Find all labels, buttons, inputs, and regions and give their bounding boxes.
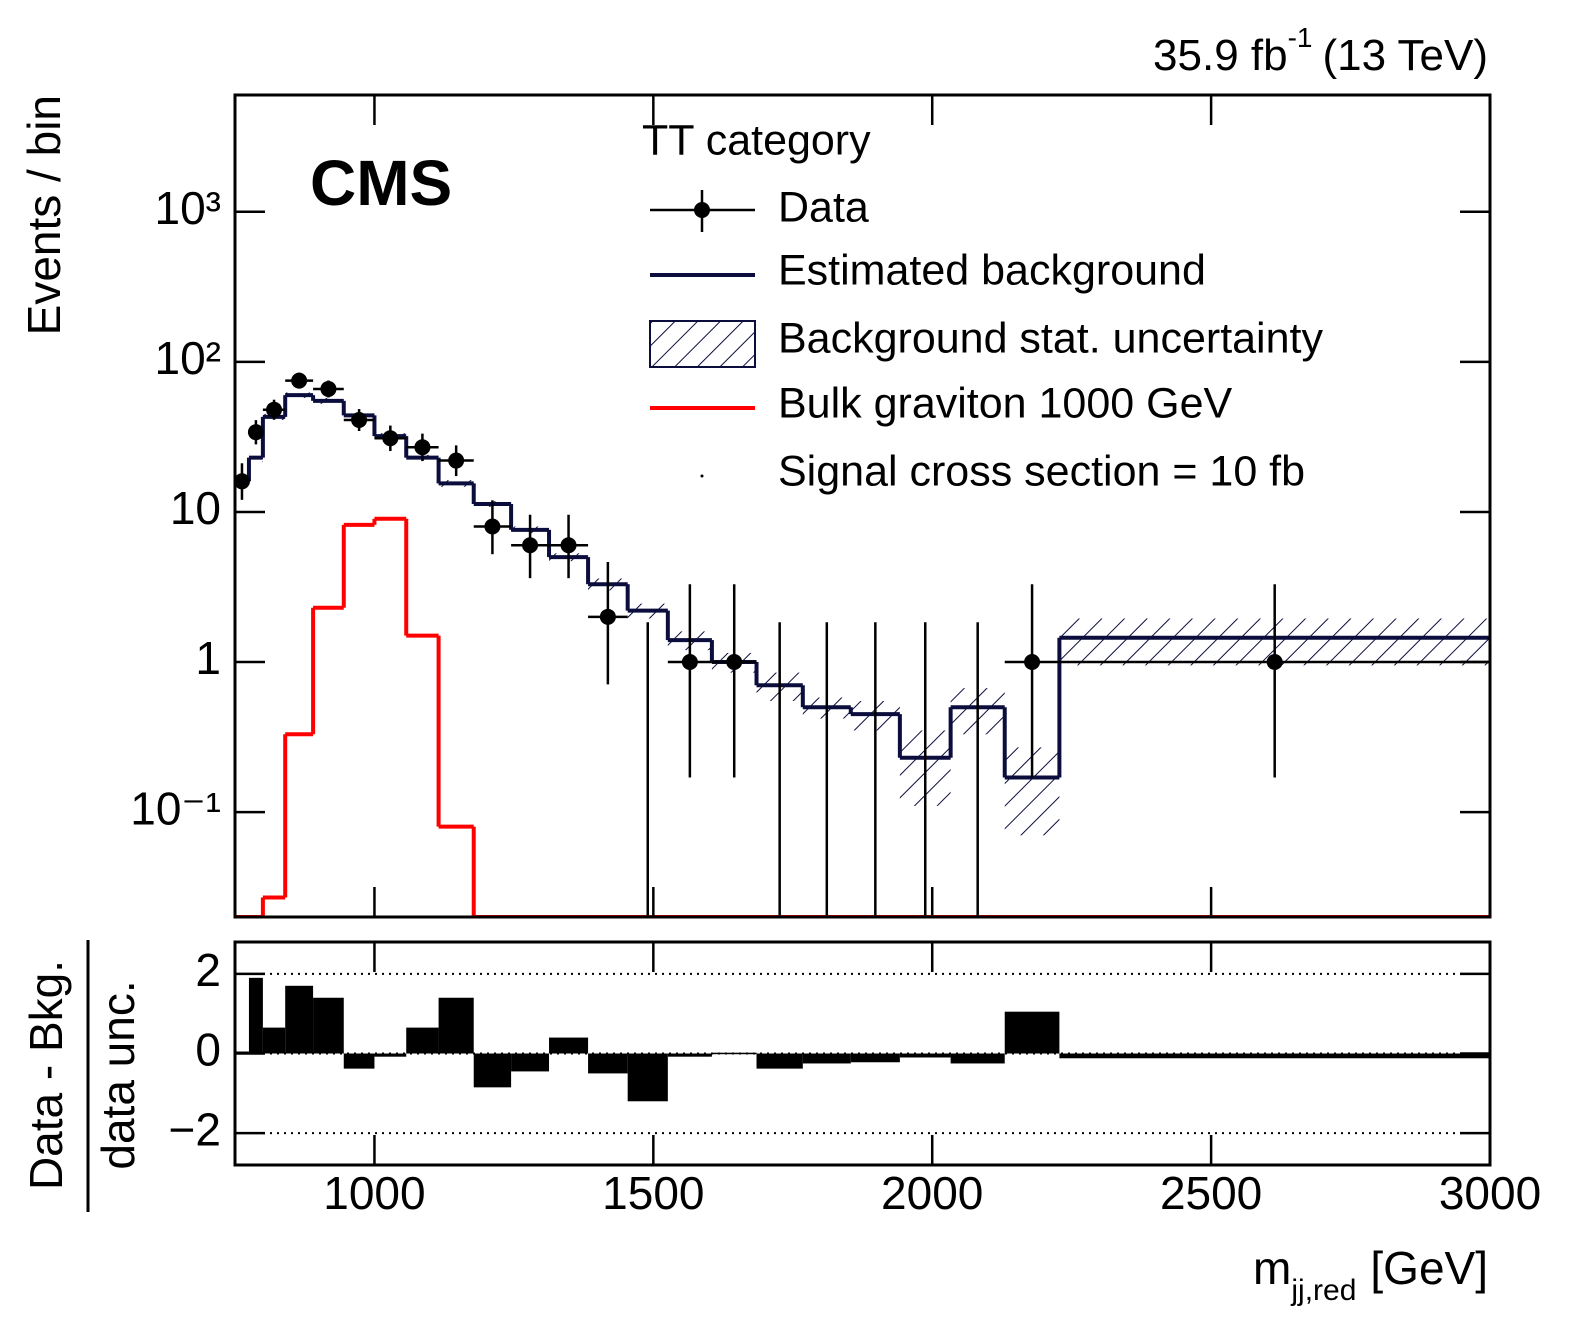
x-tick-label: 1500 — [602, 1167, 704, 1219]
legend-label: Bulk graviton 1000 GeV — [778, 379, 1232, 427]
bar — [374, 1053, 407, 1057]
y-tick-label: 10³ — [155, 182, 221, 234]
x-tick-label: 3000 — [1439, 1167, 1541, 1219]
bar — [756, 1053, 803, 1069]
y-tick-label: 10² — [155, 332, 221, 384]
legend-marker — [700, 474, 704, 478]
bar — [473, 1053, 512, 1088]
bar — [1004, 1011, 1060, 1054]
data-point — [1266, 654, 1283, 671]
data-point — [448, 452, 465, 469]
ratio-label-top: Data - Bkg. — [20, 960, 72, 1190]
data-point — [247, 424, 264, 441]
data-point — [291, 372, 308, 389]
cms-label: CMS — [310, 147, 452, 219]
y-tick-label: 10⁻¹ — [130, 782, 221, 834]
x-tick-label: 2500 — [1160, 1167, 1262, 1219]
y-tick-label: −2 — [169, 1103, 221, 1155]
bar — [343, 1053, 375, 1069]
lumi: 35.9 fb — [1153, 31, 1288, 80]
data-point — [320, 380, 337, 397]
data-point — [414, 439, 431, 456]
legend-label: Data — [778, 183, 869, 231]
bar — [262, 1027, 286, 1054]
y-tick-label: 1 — [195, 632, 221, 684]
x-label-main: m — [1253, 1242, 1291, 1294]
bar — [627, 1053, 668, 1102]
plot-area — [235, 372, 1490, 917]
bar — [511, 1053, 550, 1072]
x-tick-label: 1000 — [323, 1167, 425, 1219]
bar — [313, 997, 344, 1054]
y-tick-label: 10 — [170, 482, 221, 534]
bar — [549, 1037, 589, 1054]
data-point — [235, 473, 250, 490]
bar — [950, 1053, 1005, 1064]
data-point — [382, 430, 399, 447]
bar — [438, 997, 474, 1054]
legend-marker — [649, 320, 756, 368]
legend-label: Background stat. uncertainty — [778, 314, 1323, 362]
legend-label: Estimated background — [778, 246, 1206, 294]
data-point — [560, 537, 577, 554]
data-point — [484, 518, 501, 535]
data-point — [681, 654, 698, 671]
data-point — [522, 537, 539, 554]
bar — [711, 1052, 757, 1055]
plot-area — [235, 977, 1490, 1102]
legend-note: Signal cross section = 10 fb — [778, 447, 1305, 495]
bar — [248, 977, 263, 1054]
x-tick-label: 2000 — [881, 1167, 983, 1219]
data-point — [726, 654, 743, 671]
x-axis-label: mjj,red [GeV] — [1253, 1242, 1488, 1307]
legend-title: TT category — [642, 116, 871, 164]
x-label-sub: jj,red — [1290, 1274, 1356, 1307]
bar — [285, 985, 314, 1054]
lumi-sup: -1 — [1288, 22, 1313, 53]
data-point — [351, 411, 368, 428]
bar — [802, 1053, 851, 1064]
ratio-label-bottom: data unc. — [92, 980, 144, 1169]
y-tick-label: 2 — [195, 944, 221, 996]
bar — [406, 1027, 439, 1054]
data-point — [599, 608, 616, 625]
frame — [233, 940, 1492, 1167]
data-point — [1024, 654, 1041, 671]
y-tick-label: 0 — [195, 1024, 221, 1076]
frame — [233, 93, 1492, 919]
legend-marker — [694, 202, 710, 218]
y-axis-label: Events / bin — [18, 95, 70, 335]
data-point — [266, 401, 283, 418]
bar — [850, 1053, 900, 1063]
bar — [588, 1053, 628, 1074]
bar — [899, 1053, 951, 1058]
bar — [1059, 1053, 1490, 1059]
lumi-label: 35.9 fb-1 (13 TeV) — [1153, 22, 1488, 79]
bar — [667, 1053, 712, 1057]
x-label-unit: [GeV] — [1370, 1242, 1488, 1294]
lumi-energy: (13 TeV) — [1323, 31, 1489, 80]
